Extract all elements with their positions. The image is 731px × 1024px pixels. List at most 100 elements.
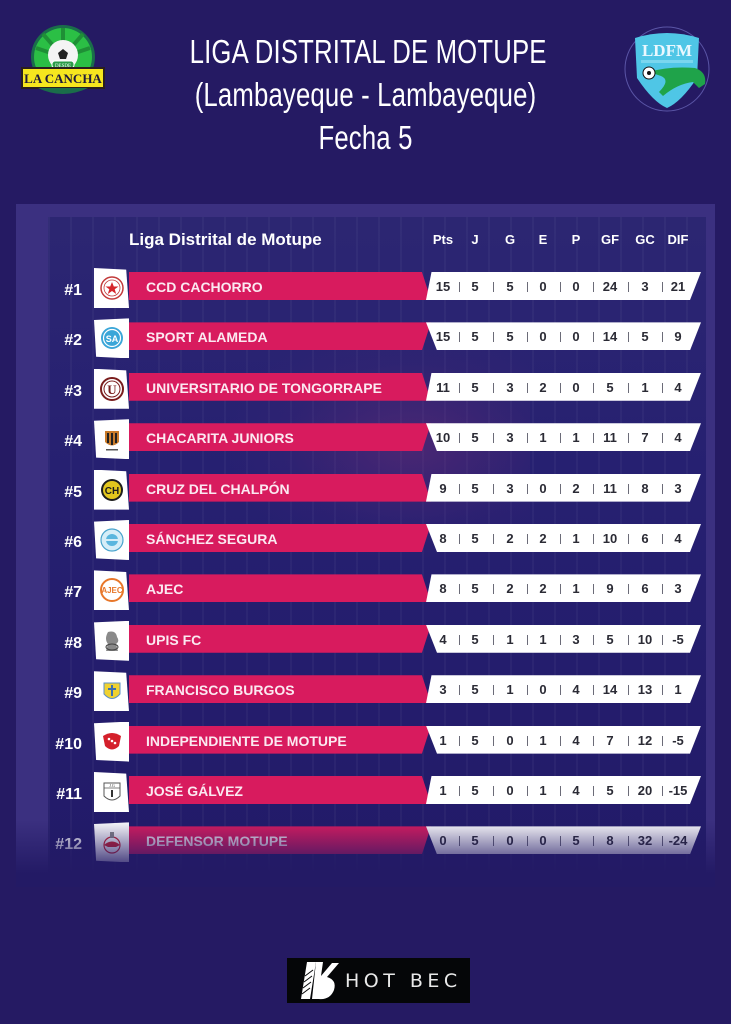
team-bar — [129, 725, 431, 754]
jg-crest-icon: J.G — [103, 782, 120, 801]
table-row: #9 FRANCISCO BURGOS 3 5 1 0 4 14 13 1 — [0, 671, 731, 725]
stat-separator — [459, 735, 460, 746]
rank-label: #4 — [64, 433, 82, 451]
stat-separator — [493, 634, 494, 645]
stat-separator — [527, 735, 528, 746]
stat-gf: 11 — [603, 480, 617, 496]
stat-gf: 14 — [602, 682, 618, 698]
stat-gc: 12 — [637, 732, 653, 748]
table-league-label: Liga Distrital de Motupe — [129, 230, 322, 249]
stat-separator — [628, 382, 629, 393]
stat-j: 5 — [471, 279, 479, 294]
stat-pts: 1 — [439, 783, 447, 798]
stat-j: 5 — [471, 783, 479, 798]
stat-p: 1 — [572, 430, 580, 446]
stat-gf: 7 — [606, 732, 614, 748]
burgos-crest-icon — [103, 682, 120, 700]
team-name: SÁNCHEZ SEGURA — [146, 531, 278, 547]
stat-pts: 3 — [439, 682, 447, 698]
stat-e: 2 — [539, 379, 547, 395]
stats-bar — [426, 524, 701, 552]
stat-g: 3 — [506, 480, 514, 496]
stat-separator — [459, 786, 460, 796]
stat-separator — [560, 534, 561, 544]
stat-gc: 6 — [641, 531, 649, 546]
svg-text:LA CANCHA: LA CANCHA — [24, 71, 102, 86]
u-crest-icon: U — [99, 376, 124, 401]
stat-gc: 13 — [637, 682, 653, 698]
table-row: #7 AJEC AJEC 8 5 2 2 1 9 6 3 — [0, 570, 731, 624]
stat-g: 3 — [506, 379, 514, 395]
team-name: UPIS FC — [146, 631, 202, 648]
stat-separator — [560, 634, 561, 645]
stat-separator — [662, 786, 663, 796]
stat-separator — [628, 735, 629, 746]
stats-bar — [426, 725, 701, 754]
upis-crest-icon — [105, 631, 118, 651]
stat-pts: 4 — [439, 631, 447, 647]
stat-dif: 3 — [674, 581, 682, 597]
stat-gf: 10 — [602, 531, 618, 546]
stat-separator — [593, 534, 594, 544]
hot-bec-mark-icon — [301, 962, 339, 1000]
la-cancha-logo: DESDE LA CANCHA — [20, 24, 106, 96]
sanchez-crest-icon — [99, 528, 124, 552]
stat-separator — [628, 534, 629, 544]
stat-gc: 5 — [641, 329, 649, 345]
stat-separator — [560, 786, 561, 796]
stat-separator — [628, 685, 629, 696]
stat-separator — [527, 634, 528, 645]
stat-dif: 9 — [674, 329, 682, 345]
stat-gf: 5 — [606, 379, 614, 395]
team-bar — [129, 473, 431, 502]
team-crest — [94, 721, 129, 762]
stat-separator — [459, 332, 460, 343]
team-name: CCD CACHORRO — [146, 279, 263, 295]
team-name: JOSÉ GÁLVEZ — [146, 783, 243, 799]
stat-p: 4 — [572, 732, 580, 748]
table-row: #11 J.G JOSÉ GÁLVEZ 1 5 0 1 4 5 20 -15 — [0, 772, 731, 826]
stat-e: 1 — [539, 732, 547, 748]
stat-separator — [662, 433, 663, 444]
stat-e: 2 — [539, 581, 547, 597]
stat-separator — [459, 534, 460, 544]
stat-j: 5 — [471, 480, 479, 496]
rank-label: #2 — [64, 332, 82, 350]
stat-separator — [493, 433, 494, 444]
rank-label: #7 — [64, 584, 82, 602]
ldfm-logo: LDFM — [621, 26, 713, 112]
stat-j: 5 — [471, 631, 479, 647]
rank-label: #1 — [64, 282, 82, 299]
rank-label: #10 — [55, 735, 82, 753]
stat-g: 0 — [506, 783, 514, 798]
stat-separator — [459, 433, 460, 444]
stat-separator — [628, 332, 629, 343]
stat-separator — [493, 282, 494, 292]
column-header-e: E — [538, 232, 548, 247]
stat-j: 5 — [471, 732, 479, 748]
panel-bottom-shade — [16, 820, 715, 887]
stat-separator — [527, 382, 528, 393]
stat-separator — [662, 332, 663, 343]
team-name: AJEC — [146, 581, 184, 598]
stat-separator — [662, 483, 663, 494]
team-name: CHACARITA JUNIORS — [146, 430, 294, 447]
stat-separator — [662, 735, 663, 746]
team-name: CRUZ DEL CHALPÓN — [146, 480, 290, 497]
stat-dif: 1 — [674, 682, 682, 698]
stat-separator — [593, 786, 594, 796]
stat-separator — [493, 735, 494, 746]
stat-separator — [493, 332, 494, 343]
team-crest — [94, 620, 129, 661]
team-name: SPORT ALAMEDA — [146, 329, 268, 346]
stat-separator — [560, 433, 561, 444]
stat-pts: 9 — [439, 480, 447, 496]
stat-e: 0 — [539, 329, 547, 345]
stat-p: 2 — [572, 480, 580, 496]
stats-bar — [426, 574, 701, 603]
stats-bar — [426, 272, 701, 300]
stat-e: 1 — [539, 430, 547, 446]
team-bar — [129, 624, 431, 653]
stat-separator — [662, 685, 663, 696]
stat-gc: 1 — [641, 379, 649, 395]
